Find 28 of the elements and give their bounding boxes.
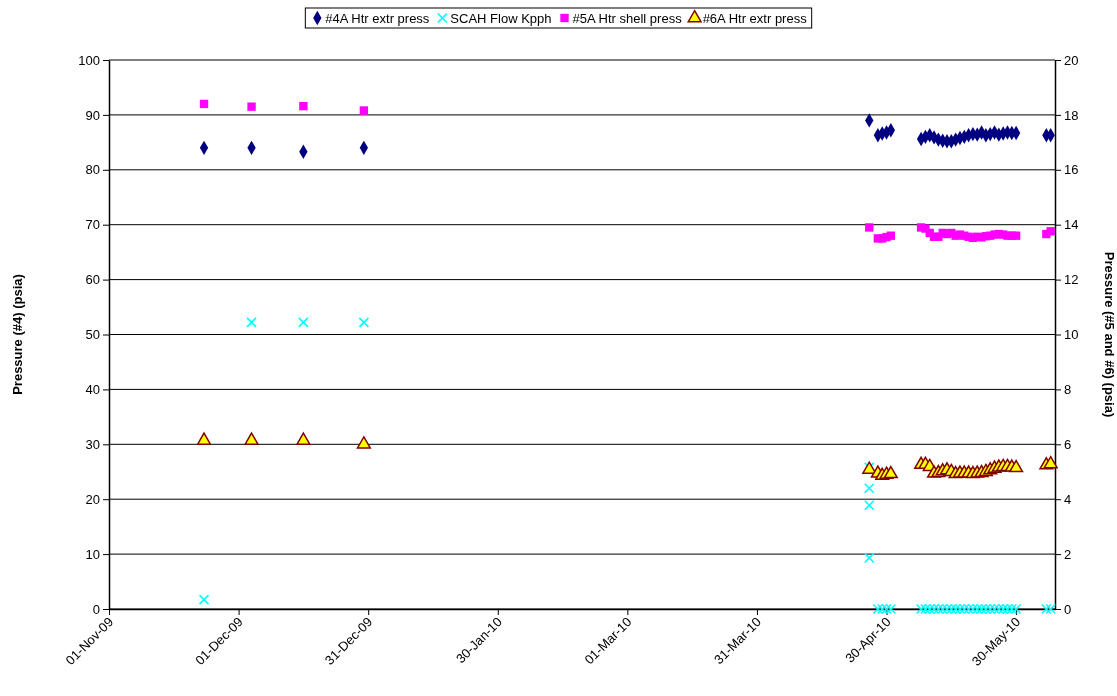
y2-tick-label: 18 xyxy=(1064,107,1079,123)
y2-tick-label: 2 xyxy=(1064,546,1072,562)
y-tick-label: 40 xyxy=(85,382,100,398)
y2-axis-title: Pressure (#5 and #6) (psia) xyxy=(1102,251,1117,418)
legend-label: #4A Htr extr press xyxy=(325,10,430,26)
y2-tick-label: 14 xyxy=(1064,217,1079,233)
y2-tick-label: 0 xyxy=(1064,601,1072,617)
y-tick-label: 70 xyxy=(85,217,100,233)
y-tick-label: 100 xyxy=(78,52,100,68)
legend-label: #5A Htr shell press xyxy=(572,10,683,26)
y-tick-label: 50 xyxy=(85,327,100,343)
y-axis-title: Pressure (#4) (psia) xyxy=(10,274,25,395)
y2-tick-label: 4 xyxy=(1064,491,1072,507)
y2-tick-label: 6 xyxy=(1064,436,1072,452)
y-tick-label: 20 xyxy=(85,491,100,507)
y-tick-label: 60 xyxy=(85,272,100,288)
y-tick-label: 0 xyxy=(92,601,100,617)
y2-tick-label: 8 xyxy=(1064,382,1072,398)
legend-label: #6A Htr extr press xyxy=(702,10,808,26)
y-tick-label: 80 xyxy=(85,162,100,178)
y2-tick-label: 10 xyxy=(1064,327,1079,343)
y2-tick-label: 16 xyxy=(1064,162,1079,178)
legend-label: SCAH Flow Kpph xyxy=(450,10,552,26)
y-tick-label: 90 xyxy=(85,107,100,123)
y2-tick-label: 20 xyxy=(1064,52,1079,68)
y-tick-label: 10 xyxy=(85,546,100,562)
y-tick-label: 30 xyxy=(85,436,100,452)
y2-tick-label: 12 xyxy=(1064,272,1079,288)
